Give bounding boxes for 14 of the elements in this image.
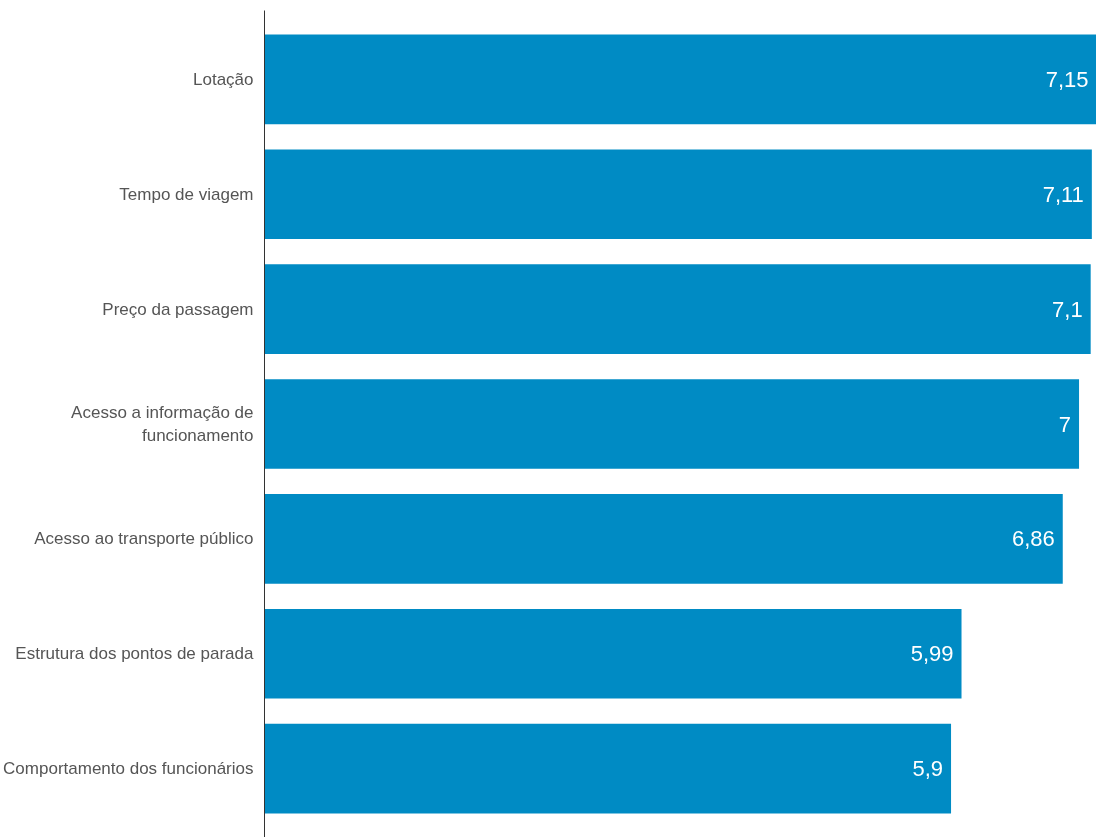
- data-label: 5,99: [910, 641, 954, 667]
- y-tick-label: Acesso ao transporte público: [34, 529, 254, 549]
- y-tick-label: Tempo de viagem: [119, 184, 254, 204]
- data-label: 6,86: [1011, 526, 1055, 552]
- y-tick-label: Lotação: [193, 69, 254, 89]
- data-label: 7: [1058, 411, 1072, 437]
- data-label: 7,15: [1045, 66, 1089, 92]
- data-label: 5,9: [912, 756, 944, 782]
- data-label: 7,11: [1042, 181, 1084, 207]
- y-tick-label: Comportamento dos funcionários: [3, 759, 254, 779]
- y-tick-label: Preço da passagem: [102, 299, 254, 319]
- y-tick-label: Estrutura dos pontos de parada: [15, 644, 255, 664]
- data-label: 7,1: [1052, 296, 1083, 322]
- y-tick-label: Acesso a informação de funcionamento: [71, 403, 254, 445]
